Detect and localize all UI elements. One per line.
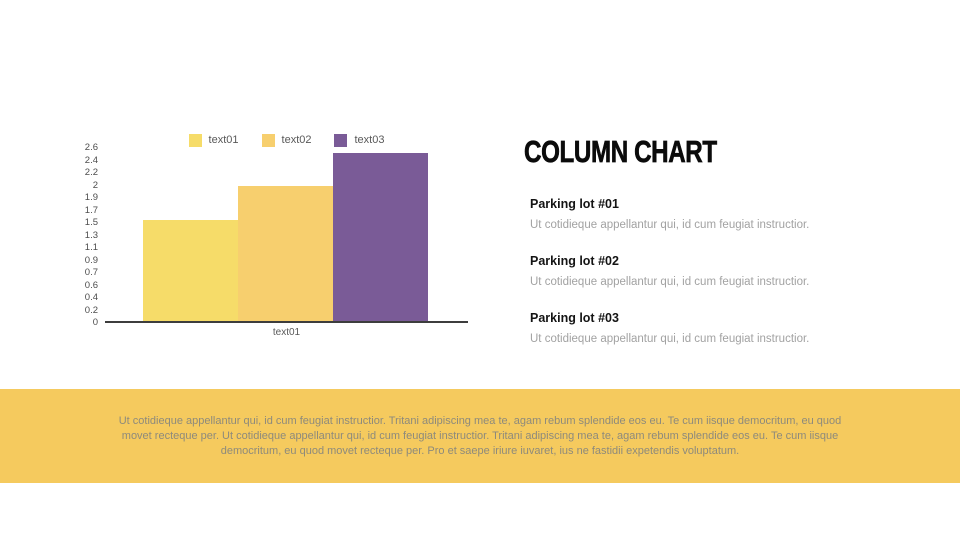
section-list: Parking lot #01 Ut cotidieque appellantu… [530, 197, 860, 368]
legend-item: text02 [261, 133, 312, 147]
section-heading: Parking lot #01 [530, 197, 619, 211]
y-axis-tick-label: 0.9 [84, 254, 98, 266]
section-parking-lot-03: Parking lot #03 Ut cotidieque appellantu… [530, 311, 860, 346]
chart-x-axis-label: text01 [272, 327, 301, 338]
y-axis-tick-label: 1.1 [84, 242, 98, 253]
y-axis-tick-label: 0.2 [84, 304, 98, 316]
y-axis-tick-label: 0.4 [84, 292, 98, 303]
legend-label: text03 [354, 134, 385, 146]
chart-plot-area [105, 148, 468, 323]
bottom-banner: Ut cotidieque appellantur qui, id cum fe… [0, 389, 960, 483]
legend-item: text01 [188, 133, 239, 147]
bar-text02 [238, 186, 333, 321]
legend-swatch-icon [334, 133, 348, 147]
bar-text03 [333, 152, 428, 321]
legend-label: text01 [208, 134, 239, 146]
y-axis-tick-label: 2.4 [84, 154, 98, 166]
legend-label: text02 [281, 134, 312, 146]
y-axis-tick-label: 1.5 [84, 217, 98, 228]
section-body: Ut cotidieque appellantur qui, id cum fe… [530, 333, 810, 345]
bar-text01 [143, 220, 238, 321]
y-axis-tick-label: 1.9 [84, 192, 98, 203]
column-chart: text01 text02 text03 2.6 2.4 2.2 2 1.9 1.7 1.5 1.… [80, 133, 475, 348]
y-axis-tick-label: 2.2 [84, 167, 98, 178]
legend-item: text03 [334, 133, 384, 147]
y-axis-tick-label: 0.6 [84, 279, 98, 291]
section-body: Ut cotidieque appellantur qui, id cum fe… [530, 219, 810, 231]
section-body: Ut cotidieque appellantur qui, id cum fe… [530, 276, 810, 288]
section-heading: Parking lot #02 [530, 254, 619, 268]
y-axis-tick-label: 0 [92, 317, 98, 328]
y-axis-tick-label: 2 [92, 179, 98, 191]
y-axis-tick-label: 0.7 [84, 267, 98, 278]
y-axis-tick-label: 1.3 [84, 229, 98, 241]
legend-swatch-icon [261, 133, 275, 147]
legend-swatch-icon [188, 133, 202, 147]
section-parking-lot-01: Parking lot #01 Ut cotidieque appellantu… [530, 197, 860, 232]
y-axis-tick-label: 2.6 [84, 142, 98, 153]
chart-legend: text01 text02 text03 [105, 133, 468, 147]
page-title: COLUMN CHART [524, 134, 718, 169]
chart-y-axis: 2.6 2.4 2.2 2 1.9 1.7 1.5 1.3 1.1 0.9 0.7 0.6 0.4 0.2… [80, 133, 98, 348]
y-axis-tick-label: 1.7 [84, 204, 98, 216]
section-heading: Parking lot #03 [530, 311, 619, 325]
banner-text: Ut cotidieque appellantur qui, id cum fe… [118, 414, 842, 457]
section-parking-lot-02: Parking lot #02 Ut cotidieque appellantu… [530, 254, 860, 289]
